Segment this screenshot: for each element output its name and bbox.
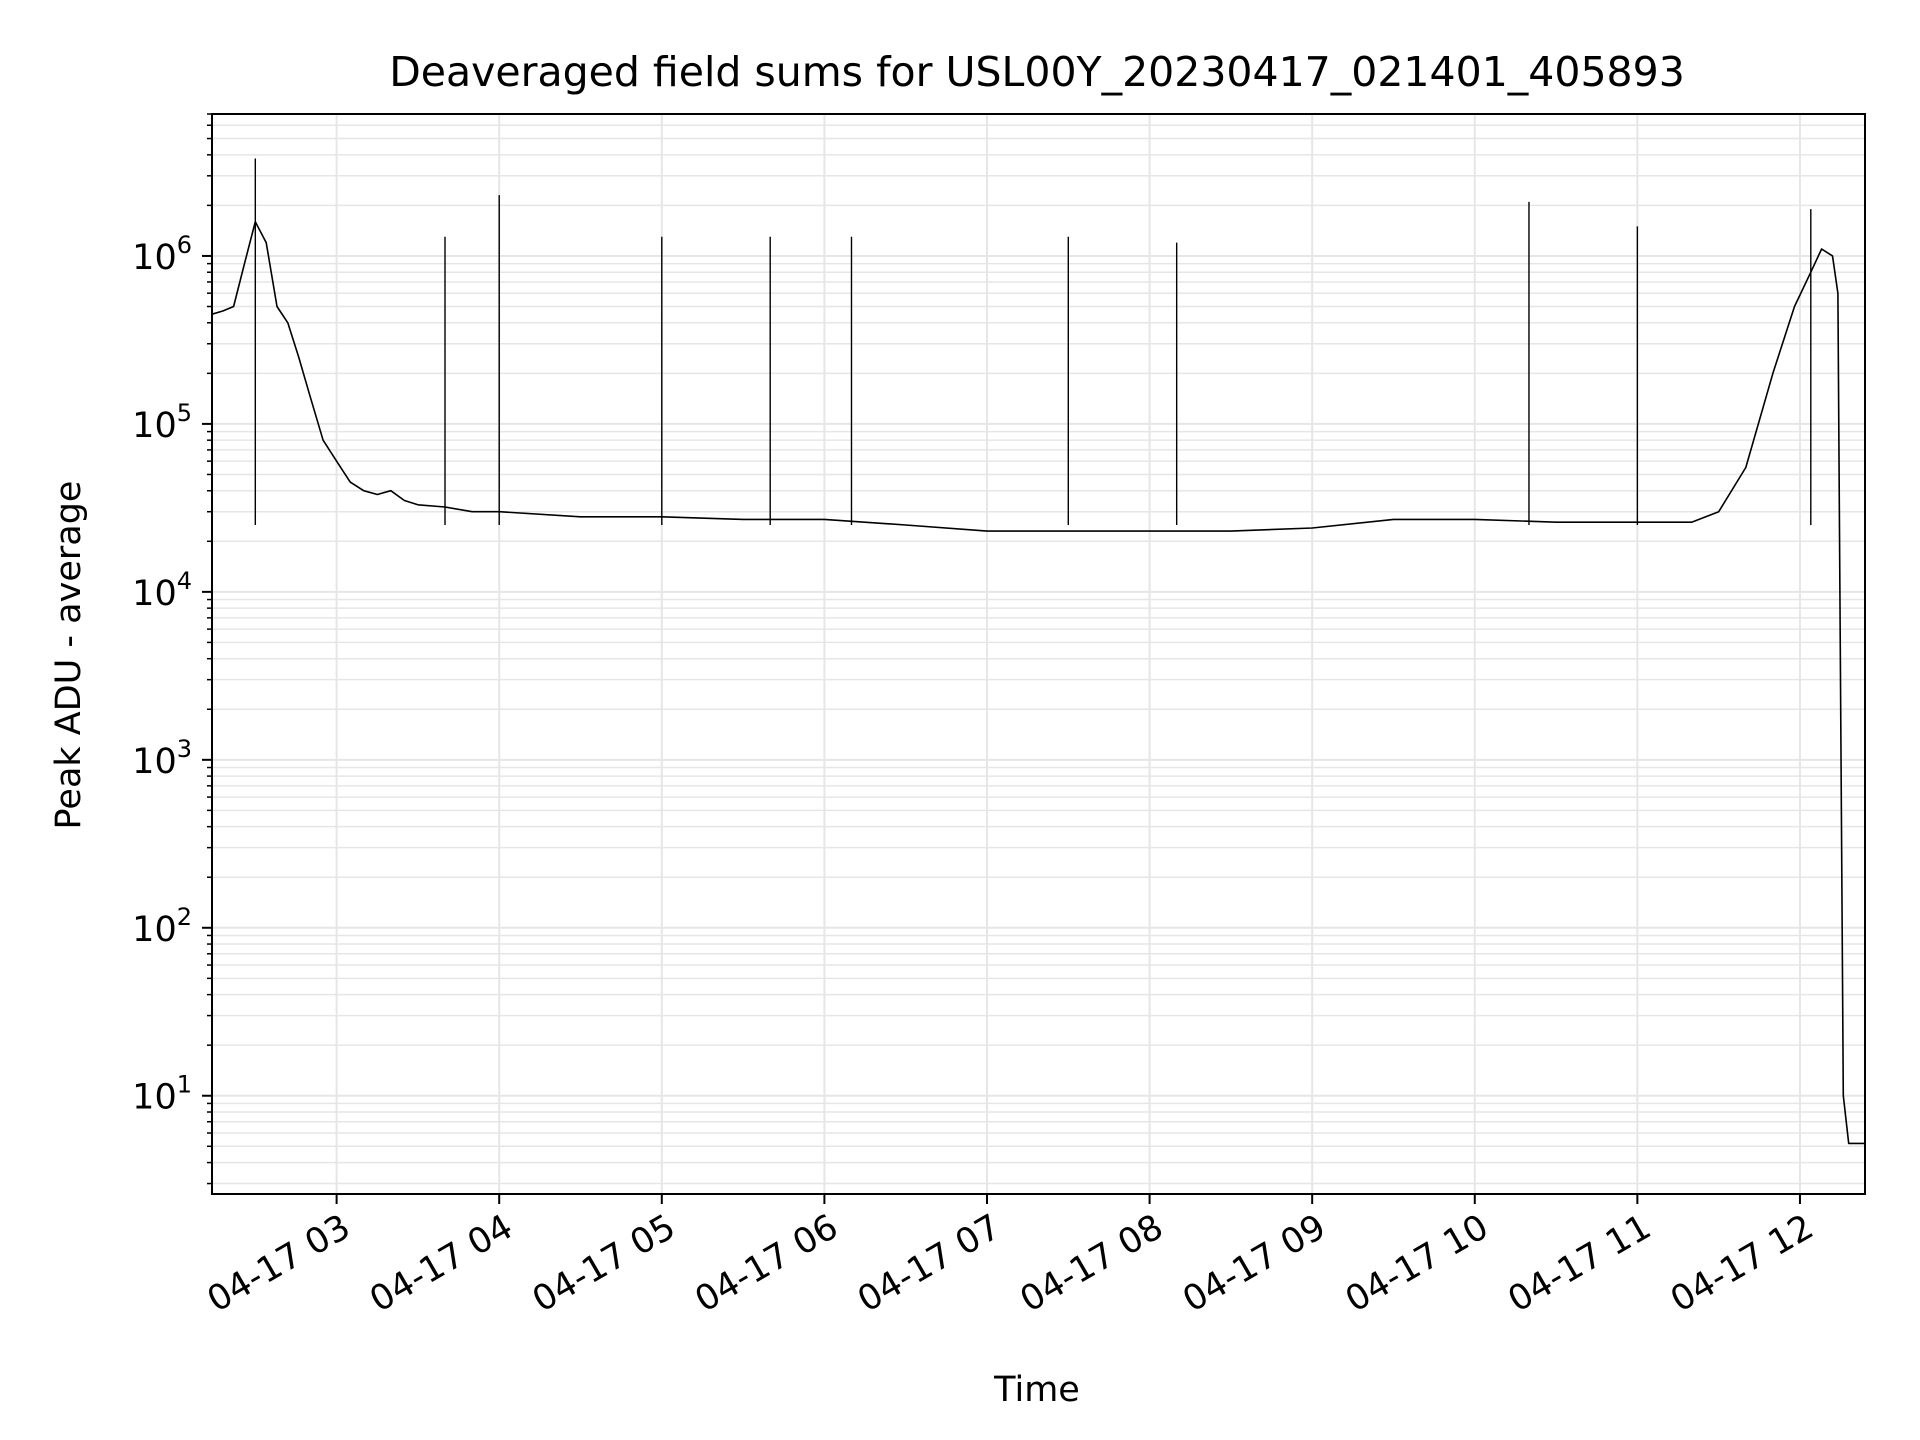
y-tick-label: 104 (132, 567, 192, 614)
y-tick-label: 103 (132, 735, 192, 782)
y-tick-label: 101 (132, 1071, 192, 1118)
x-axis-label: Time (993, 1370, 1080, 1410)
plot-frame (211, 113, 1866, 1195)
x-tick-label: 04-17 06 (689, 1207, 845, 1320)
y-tick-label: 105 (132, 399, 192, 446)
major-gridlines (212, 114, 1865, 1194)
y-tick-label: 106 (132, 231, 192, 278)
x-tick-label: 04-17 03 (201, 1207, 357, 1320)
y-axis-label: Peak ADU - average (49, 481, 89, 830)
x-tick-labels: 04-17 03 04-17 04 04-17 05 04-17 06 04-17 07… (201, 1207, 1821, 1320)
x-tick-label: 04-17 11 (1502, 1207, 1658, 1320)
tick-marks (202, 113, 1801, 1204)
x-tick-label: 04-17 07 (851, 1207, 1007, 1320)
minor-gridlines (212, 113, 1865, 1185)
x-tick-label: 04-17 08 (1014, 1207, 1170, 1320)
y-tick-labels: 101 102 103 104 105 106 (132, 231, 192, 1118)
y-tick-label: 102 (132, 903, 192, 950)
x-tick-label: 04-17 04 (363, 1207, 519, 1320)
x-tick-label: 04-17 09 (1176, 1207, 1332, 1320)
x-tick-label: 04-17 12 (1664, 1207, 1820, 1320)
x-tick-label: 04-17 10 (1339, 1207, 1495, 1320)
series-layer (211, 158, 1865, 1145)
chart-title: Deaveraged field sums for USL00Y_2023041… (389, 48, 1685, 96)
x-tick-label: 04-17 05 (526, 1207, 682, 1320)
series-line (211, 220, 1865, 1145)
